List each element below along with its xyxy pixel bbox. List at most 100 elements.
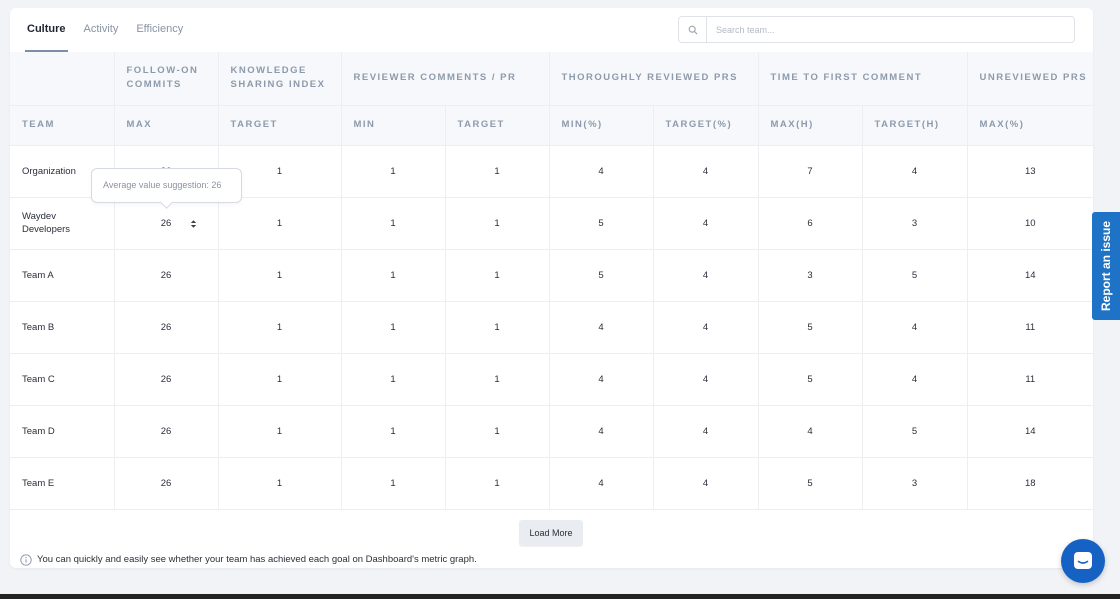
goal-value-cell[interactable]: 3 xyxy=(861,456,968,510)
goal-value-cell[interactable]: 4 xyxy=(652,196,759,250)
team-name: Team C xyxy=(10,352,115,406)
footnote: You can quickly and easily see whether y… xyxy=(20,553,477,566)
search-icon xyxy=(688,25,697,34)
goal-value-cell[interactable]: 5 xyxy=(548,196,654,250)
goal-value-cell[interactable]: 26 xyxy=(113,456,219,510)
subheader-target: TARGET xyxy=(444,104,550,146)
goal-value-cell[interactable]: 5 xyxy=(757,456,863,510)
goal-value-cell[interactable]: 4 xyxy=(861,300,968,354)
goal-value-cell[interactable]: 1 xyxy=(217,456,342,510)
tab-efficiency[interactable]: Efficiency xyxy=(136,23,184,35)
goal-value-cell[interactable]: 10 xyxy=(966,196,1093,250)
goal-value-cell[interactable]: 1 xyxy=(340,248,446,302)
report-issue-label: Report an issue xyxy=(1099,220,1113,312)
goal-value-cell[interactable]: 14 xyxy=(966,404,1093,458)
goal-value-cell[interactable]: 13 xyxy=(966,144,1093,198)
goal-value-cell[interactable]: 1 xyxy=(217,404,342,458)
table-row: Team A 26 1 1 1 5 4 3 5 14 xyxy=(10,248,1093,302)
table-row: Team C 26 1 1 1 4 4 5 4 11 xyxy=(10,352,1093,406)
goal-value-cell[interactable]: 4 xyxy=(652,404,759,458)
goal-value-cell[interactable]: 1 xyxy=(340,196,446,250)
goal-value-cell[interactable]: 7 xyxy=(757,144,863,198)
goal-value-cell[interactable]: 1 xyxy=(444,248,550,302)
goal-value-cell[interactable]: 3 xyxy=(861,196,968,250)
goals-table: FOLLOW-ON COMMITS KNOWLEDGE SHARING INDE… xyxy=(10,52,1093,510)
goal-value-cell[interactable]: 26 xyxy=(113,352,219,406)
report-issue-button[interactable]: Report an issue xyxy=(1092,212,1120,320)
goal-value-cell[interactable]: 4 xyxy=(861,352,968,406)
goal-value-cell[interactable]: 4 xyxy=(652,300,759,354)
goal-value-cell[interactable]: 1 xyxy=(444,456,550,510)
footnote-text: You can quickly and easily see whether y… xyxy=(37,554,477,565)
average-suggestion-tooltip: Average value suggestion: 26 xyxy=(91,168,242,203)
goal-value-cell[interactable]: 1 xyxy=(444,144,550,198)
goal-value-cell[interactable]: 4 xyxy=(652,456,759,510)
goal-value-cell[interactable]: 1 xyxy=(217,196,342,250)
goal-value-cell[interactable]: 1 xyxy=(444,404,550,458)
goal-value-cell[interactable]: 18 xyxy=(966,456,1093,510)
stepper-icon[interactable] xyxy=(189,219,198,229)
goal-value-cell[interactable]: 1 xyxy=(444,196,550,250)
bottom-edge xyxy=(0,594,1120,599)
goal-value-cell[interactable]: 4 xyxy=(548,144,654,198)
goal-value-cell[interactable]: 5 xyxy=(757,352,863,406)
goals-card: Culture Activity Efficiency FOLLOW-ON CO… xyxy=(10,8,1093,568)
search-button[interactable] xyxy=(679,17,707,42)
subheader-target-hours: TARGET(H) xyxy=(861,104,968,146)
goal-value-cell[interactable]: 3 xyxy=(757,248,863,302)
subheader-target-percent: TARGET(%) xyxy=(652,104,759,146)
goal-value-cell[interactable]: 5 xyxy=(548,248,654,302)
goal-value-cell[interactable]: 4 xyxy=(548,300,654,354)
goal-value-cell[interactable]: 1 xyxy=(217,248,342,302)
goal-value-cell[interactable]: 11 xyxy=(966,300,1093,354)
info-icon xyxy=(20,553,32,566)
goal-value-cell[interactable]: 5 xyxy=(757,300,863,354)
goal-value-cell[interactable]: 6 xyxy=(757,196,863,250)
goal-value-cell[interactable]: 4 xyxy=(548,404,654,458)
goal-value: 26 xyxy=(160,217,172,229)
goal-value-cell[interactable]: 5 xyxy=(861,404,968,458)
goal-value-cell[interactable]: 4 xyxy=(548,456,654,510)
goal-value-cell[interactable]: 26 xyxy=(113,404,219,458)
goal-value-cell[interactable]: 1 xyxy=(340,456,446,510)
goal-value-cell[interactable]: 1 xyxy=(340,300,446,354)
subheader-max: MAX xyxy=(113,104,219,146)
goal-value-cell[interactable]: 4 xyxy=(652,352,759,406)
goal-value-cell[interactable]: 11 xyxy=(966,352,1093,406)
header-knowledge-sharing-index: KNOWLEDGE SHARING INDEX xyxy=(217,52,342,106)
goal-value-cell[interactable]: 14 xyxy=(966,248,1093,302)
load-more-button[interactable]: Load More xyxy=(519,520,583,546)
chat-button[interactable] xyxy=(1061,539,1105,583)
goal-value-cell[interactable]: 1 xyxy=(340,404,446,458)
chat-icon xyxy=(1074,552,1092,569)
subheader-min-percent: MIN(%) xyxy=(548,104,654,146)
table-row: Team D 26 1 1 1 4 4 4 5 14 xyxy=(10,404,1093,458)
header-unreviewed-prs: UNREVIEWED PRS xyxy=(966,52,1093,106)
subheader-max-hours: MAX(H) xyxy=(757,104,863,146)
header-blank xyxy=(10,52,115,106)
goal-value-cell[interactable]: 4 xyxy=(652,248,759,302)
team-name: Team D xyxy=(10,404,115,458)
goal-value-cell[interactable]: 4 xyxy=(548,352,654,406)
goal-value-cell[interactable]: 1 xyxy=(217,300,342,354)
goal-value-cell[interactable]: 1 xyxy=(444,300,550,354)
goal-value-cell[interactable]: 26 xyxy=(113,300,219,354)
goal-value-cell[interactable]: 1 xyxy=(217,352,342,406)
header-reviewer-comments-pr: REVIEWER COMMENTS / PR xyxy=(340,52,550,106)
team-name: Team A xyxy=(10,248,115,302)
goal-value-cell[interactable]: 1 xyxy=(340,144,446,198)
goal-value-cell[interactable]: 1 xyxy=(444,352,550,406)
tab-culture[interactable]: Culture xyxy=(25,8,67,52)
goal-value-cell[interactable]: 5 xyxy=(861,248,968,302)
search-input[interactable] xyxy=(707,17,1074,42)
team-name: Team B xyxy=(10,300,115,354)
goal-value-cell[interactable]: 4 xyxy=(757,404,863,458)
goal-value-cell[interactable]: 4 xyxy=(652,144,759,198)
header-follow-on-commits: FOLLOW-ON COMMITS xyxy=(113,52,219,106)
team-search xyxy=(678,16,1075,43)
tab-activity[interactable]: Activity xyxy=(83,23,119,35)
goal-value-cell[interactable]: 26 xyxy=(113,248,219,302)
goal-value-cell[interactable]: 1 xyxy=(340,352,446,406)
team-name: Team E xyxy=(10,456,115,510)
goal-value-cell[interactable]: 4 xyxy=(861,144,968,198)
